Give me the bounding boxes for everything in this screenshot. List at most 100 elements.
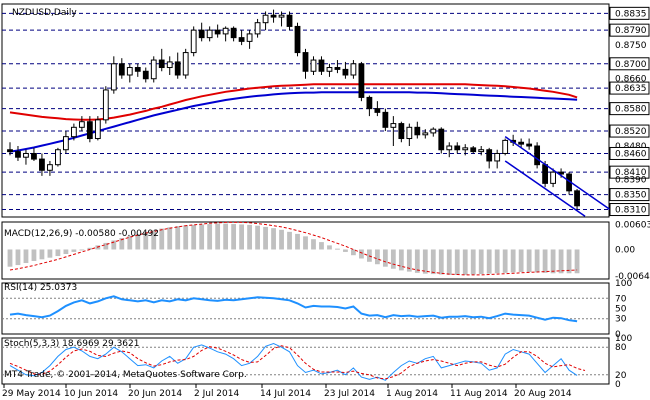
candle-body — [78, 121, 85, 128]
macd-bar — [486, 249, 492, 274]
moving-average-line — [9, 91, 578, 153]
candle — [478, 146, 485, 156]
candle — [462, 144, 469, 156]
date-tick-label: 29 May 2014 — [2, 389, 61, 399]
candle-body — [374, 108, 381, 113]
candle — [150, 56, 157, 83]
rsi-tick-label: 30 — [615, 315, 627, 325]
candlesticks — [7, 9, 580, 210]
candle-body — [23, 152, 29, 158]
moving-averages — [9, 83, 578, 153]
candle — [198, 22, 205, 42]
price-frame — [1, 3, 610, 218]
candle-body — [366, 96, 373, 110]
candle-body — [494, 152, 501, 162]
candle — [55, 147, 61, 167]
candle-body — [238, 37, 245, 42]
chart-title: NZDUSD,Daily — [12, 8, 77, 18]
candle-body — [262, 14, 269, 24]
candle — [566, 172, 572, 195]
macd-tick-label: 0.00 — [615, 245, 635, 255]
candle-body — [31, 152, 37, 160]
candle-body — [294, 25, 301, 54]
candle — [534, 142, 541, 169]
channel-line — [504, 160, 586, 217]
candle — [214, 24, 221, 38]
candle — [110, 56, 117, 94]
macd-bar — [430, 249, 436, 275]
macd-tick-label: -0.00649 — [615, 272, 650, 282]
macd-bar — [215, 223, 221, 250]
candle — [446, 142, 453, 158]
candle-body — [254, 22, 261, 35]
candle — [438, 127, 445, 154]
macd-bar — [287, 231, 292, 250]
candle-body — [574, 190, 580, 207]
macd-bar — [7, 249, 13, 267]
macd-bar — [454, 249, 460, 275]
price-tick-label: 0.8410 — [615, 168, 647, 178]
candle-body — [102, 89, 109, 121]
candle-body — [382, 111, 389, 128]
macd-bar — [550, 249, 556, 274]
candle-body — [190, 29, 197, 54]
candle — [126, 63, 133, 83]
candle-body — [110, 63, 117, 91]
candle — [31, 147, 37, 161]
macd-bar — [335, 248, 340, 250]
candle — [39, 153, 45, 176]
date-tick-label: 23 Jul 2014 — [324, 389, 375, 399]
candle-body — [278, 14, 285, 18]
stoch-frame — [1, 337, 610, 385]
candle — [470, 146, 477, 154]
macd-bar — [111, 240, 117, 250]
rsi-tick-label: 100 — [615, 279, 632, 289]
price-level-box — [609, 146, 650, 160]
macd-bar — [151, 230, 157, 250]
macd-bar — [438, 249, 444, 275]
panel-frames — [1, 3, 610, 385]
candle — [230, 26, 237, 42]
date-tick-label: 10 Jun 2014 — [64, 389, 118, 399]
candle-body — [47, 164, 53, 171]
macd-bar — [319, 242, 324, 250]
macd-bar — [55, 249, 61, 257]
candle — [262, 11, 269, 31]
candle — [86, 116, 93, 143]
macd-bar — [406, 249, 412, 272]
macd-bar — [239, 224, 245, 250]
price-level-box — [609, 102, 650, 116]
candle-body — [462, 147, 469, 151]
candle-body — [166, 61, 173, 69]
macd-bar — [71, 249, 77, 252]
candle-body — [158, 59, 165, 69]
candle — [222, 26, 229, 42]
candle — [358, 61, 365, 102]
candle-body — [62, 136, 69, 151]
macd-bar — [374, 249, 380, 265]
price-level-box — [609, 165, 650, 179]
candle — [78, 116, 85, 132]
candle-body — [422, 132, 429, 136]
rsi-frame — [1, 282, 610, 335]
candle-body — [446, 145, 453, 151]
candle — [7, 142, 13, 156]
macd-bar — [446, 249, 452, 275]
channel-line — [504, 136, 618, 216]
stoch-tick-label: 0 — [615, 380, 621, 390]
candle — [366, 95, 373, 117]
candle — [430, 127, 437, 137]
candle — [190, 26, 197, 57]
candle-body — [414, 126, 421, 136]
candle — [310, 56, 317, 75]
macd-bar — [143, 231, 149, 250]
candle-body — [134, 67, 141, 72]
date-tick-label: 20 Aug 2014 — [514, 389, 572, 399]
price-level-box — [609, 188, 650, 202]
macd-bar — [303, 236, 308, 250]
price-tick-label: 0.8635 — [615, 84, 647, 94]
price-tick-label: 0.8750 — [615, 41, 647, 51]
macd-bar — [223, 223, 229, 250]
rsi-label: RSI(14) 25.0373 — [4, 283, 77, 293]
